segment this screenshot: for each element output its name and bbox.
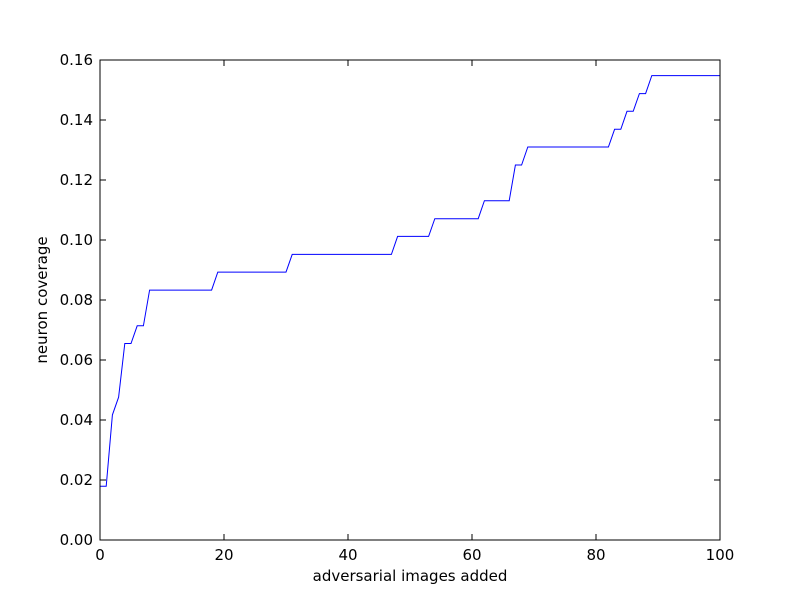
y-tick-label: 0.16 (60, 51, 93, 69)
x-tick-label: 60 (462, 546, 481, 564)
y-tick-label: 0.04 (60, 411, 93, 429)
plot-area (100, 60, 720, 540)
x-axis-label: adversarial images added (313, 567, 508, 585)
plot-frame (99, 59, 721, 541)
y-tick-label: 0.12 (60, 171, 93, 189)
x-tick-label: 100 (706, 546, 735, 564)
series-layer (100, 75, 720, 487)
y-tick-label: 0.06 (60, 351, 93, 369)
y-axis-label: neuron coverage (33, 236, 51, 363)
y-tick-label: 0.14 (60, 111, 93, 129)
x-tick-label: 0 (95, 546, 105, 564)
y-tick-label: 0.08 (60, 291, 93, 309)
y-tick-label: 0.00 (60, 531, 93, 549)
x-tick-label: 80 (586, 546, 605, 564)
y-tick-label: 0.02 (60, 471, 93, 489)
series-line-neuron-coverage (100, 75, 720, 487)
x-tick-label: 40 (338, 546, 357, 564)
x-tick-label: 20 (214, 546, 233, 564)
y-tick-label: 0.10 (60, 231, 93, 249)
